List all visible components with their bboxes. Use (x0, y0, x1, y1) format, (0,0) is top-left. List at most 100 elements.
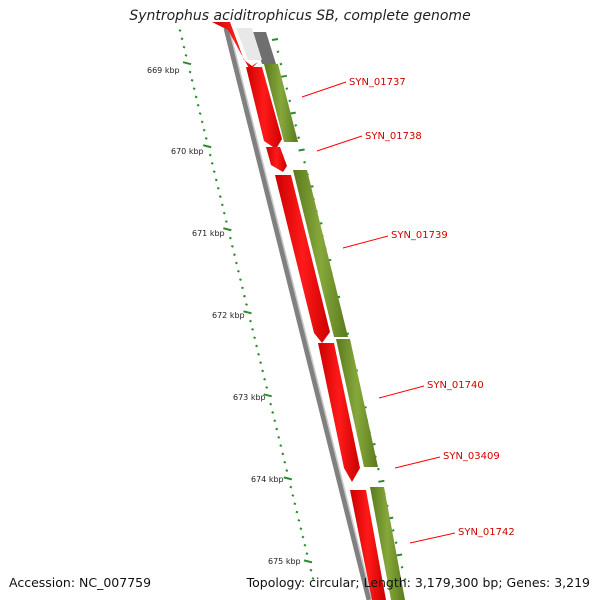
scale-label: 675 kbp (268, 557, 301, 566)
scale-tick (236, 269, 240, 273)
scale-tick (400, 565, 404, 569)
accession-text: Accession: NC_007759 (9, 575, 152, 590)
gene-label-group: SYN_01737 SYN_01738 SYN_01739 SYN_01740 … (349, 77, 515, 538)
scale-tick (232, 253, 236, 257)
gene-feature-forward[interactable] (266, 147, 287, 172)
gene-label[interactable]: SYN_01737 (349, 77, 406, 88)
scale-tick (301, 535, 305, 539)
scale-tick (283, 476, 293, 481)
scale-tick (285, 87, 289, 90)
gene-feature-forward[interactable] (350, 490, 386, 600)
scale-tick (182, 61, 192, 66)
scale-tick (309, 568, 313, 572)
scale-tick (305, 552, 309, 555)
scale-tick (277, 435, 281, 439)
label-line (316, 135, 363, 152)
map-title: Syntrophus aciditrophicus SB, complete g… (129, 8, 471, 24)
gene-feature-reverse[interactable] (370, 487, 405, 600)
gene-feature-reverse[interactable] (293, 170, 348, 337)
gene-label[interactable]: SYN_03409 (443, 451, 500, 462)
scale-tick (285, 469, 289, 472)
gene-label[interactable]: SYN_01738 (365, 131, 422, 142)
scale-tick (288, 99, 292, 103)
backbone-ring (223, 27, 372, 600)
scale-tick (222, 211, 226, 215)
gene-feature-forward[interactable] (246, 67, 282, 149)
scale-tick (299, 527, 303, 531)
scale-tick (243, 310, 252, 315)
scale-tick (303, 559, 313, 564)
scale-tick (249, 319, 252, 323)
scale-tick (263, 377, 267, 381)
scale-tick (180, 37, 184, 41)
gene-label[interactable]: SYN_01739 (391, 230, 448, 241)
backbone-highlight (228, 27, 373, 600)
scale-tick (255, 344, 259, 348)
scale-tick (224, 220, 228, 223)
gene-feature-gray (252, 32, 276, 64)
scale-tick (194, 95, 198, 99)
scale-tick (271, 411, 275, 414)
scale-tick (202, 144, 212, 149)
gene-feature-reverse[interactable] (264, 64, 298, 142)
scale-tick (280, 74, 288, 78)
scale-tick (190, 78, 194, 82)
scale-tick (202, 128, 206, 132)
gene-feature-forward[interactable] (318, 343, 360, 482)
scale-tick (230, 244, 234, 248)
scale-label: 673 kbp (233, 393, 266, 402)
scale-tick (241, 286, 244, 290)
label-line (394, 456, 441, 469)
scale-tick (259, 361, 263, 365)
scale-tick (276, 50, 280, 54)
gene-feature-forward[interactable] (275, 175, 330, 343)
scale-tick (391, 529, 395, 532)
scale-tick (275, 427, 279, 431)
gene-feature-forward[interactable] (212, 22, 258, 70)
gene-feature-light (236, 28, 262, 60)
scale-tick (273, 419, 277, 423)
scale-tick (198, 112, 202, 115)
label-line (342, 235, 389, 249)
scale-tick (218, 195, 222, 198)
scale-tick (281, 452, 285, 456)
scale-label: 670 kbp (171, 147, 204, 156)
scale-label-group: 669 kbp 670 kbp 671 kbp 672 kbp 673 kbp … (147, 66, 301, 566)
scale-label: 672 kbp (212, 311, 245, 320)
scale-tick (223, 227, 232, 232)
scale-tick (239, 278, 242, 281)
topology-text: Topology: circular; Length: 3,179,300 bp… (246, 575, 590, 590)
scale-tick (294, 124, 298, 127)
scale-tick (210, 161, 214, 165)
scale-tick (182, 45, 186, 49)
scale-tick (178, 29, 182, 32)
scale-tick (297, 136, 301, 140)
scale-tick (204, 137, 208, 140)
scale-label: 674 kbp (251, 475, 284, 484)
scale-tick (311, 577, 315, 580)
scale-tick (263, 393, 272, 398)
scale-tick (184, 54, 188, 57)
scale-tick (196, 103, 200, 107)
gene-feature-reverse[interactable] (336, 339, 378, 467)
scale-tick (243, 294, 246, 298)
scale-tick (279, 62, 283, 66)
scale-tick (214, 178, 218, 182)
scale-tick (297, 518, 301, 522)
scale-tick (245, 303, 248, 306)
scale-tick (216, 186, 220, 190)
scale-tick (200, 120, 204, 124)
scale-tick (234, 261, 238, 265)
scale-tick (394, 541, 398, 545)
scale-tick (261, 369, 265, 373)
label-line (301, 81, 347, 98)
scale-tick (293, 502, 297, 506)
scale-ticks (178, 29, 407, 581)
scale-tick (291, 494, 295, 497)
scale-label: 669 kbp (147, 66, 180, 75)
gene-label[interactable]: SYN_01742 (458, 527, 515, 538)
scale-tick (376, 467, 380, 471)
scale-tick (395, 553, 403, 557)
gene-label[interactable]: SYN_01740 (427, 380, 484, 391)
